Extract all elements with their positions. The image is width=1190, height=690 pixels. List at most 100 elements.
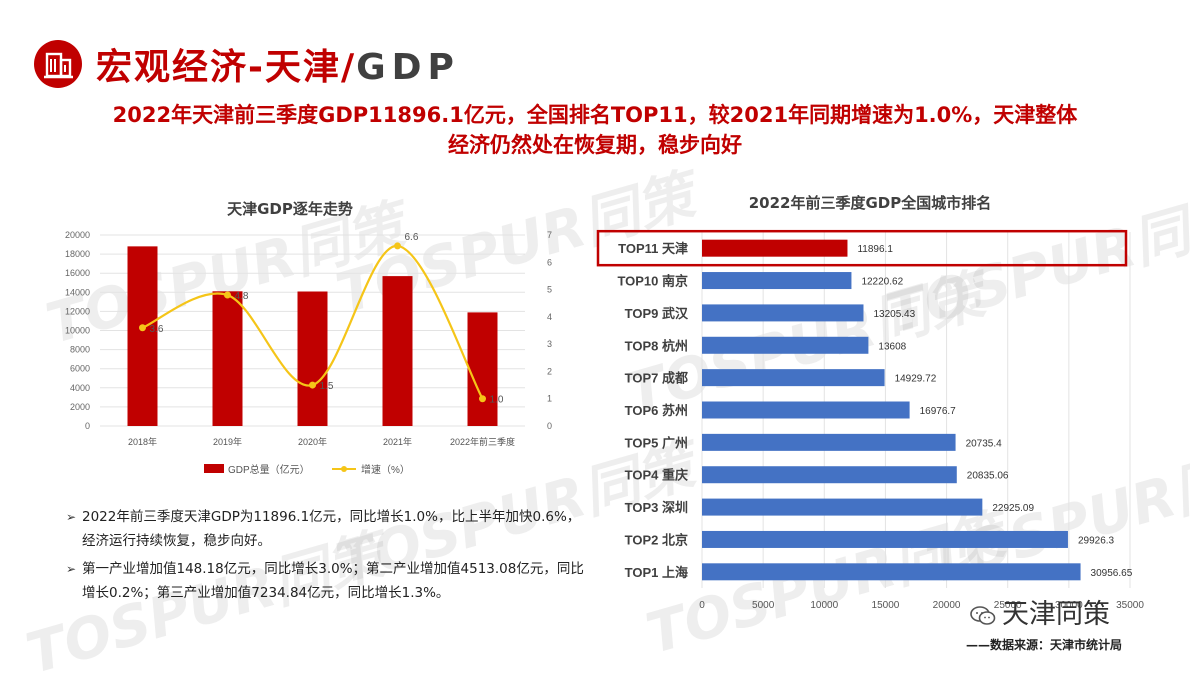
line-point: [309, 381, 316, 389]
bar: [467, 312, 498, 426]
legend-line-marker: [341, 466, 347, 472]
category-label: TOP8 杭州: [625, 338, 688, 353]
category-label: TOP3 深圳: [625, 500, 688, 515]
bar: [702, 369, 885, 387]
bar: [297, 291, 328, 426]
building-icon: [34, 40, 82, 88]
line-data-label: 4.8: [235, 291, 249, 302]
category-label: TOP2 北京: [625, 532, 688, 547]
growth-line: [142, 244, 484, 400]
bar: [702, 466, 957, 484]
value-label: 13205.43: [873, 309, 915, 320]
y-tick-label-left: 10000: [65, 326, 90, 336]
bar: [702, 530, 1068, 548]
x-tick-label: 2019年: [213, 436, 242, 447]
legend-bar-swatch: [204, 464, 224, 473]
category-label: TOP5 广州: [625, 435, 688, 450]
value-label: 20835.06: [967, 471, 1009, 482]
y-tick-label-right: 1: [547, 394, 552, 404]
bar: [702, 304, 864, 322]
bar: [702, 272, 852, 290]
x-tick-label: 20000: [933, 600, 961, 611]
legend-bar-label: GDP总量（亿元）: [228, 463, 310, 476]
bar: [702, 239, 848, 257]
y-tick-label-left: 8000: [70, 345, 90, 355]
bar: [702, 433, 956, 451]
line-point: [479, 395, 486, 403]
wechat-label: 天津同策: [1002, 599, 1110, 630]
page-title-en: GDP: [356, 47, 460, 88]
category-label: TOP11 天津: [618, 241, 688, 256]
page-title-cn: 宏观经济-天津: [96, 47, 341, 88]
gdp-trend-chart: 0 2000 4000 6000 8000 10000 12000 14000 16000 180…: [65, 230, 552, 476]
bullet-text: 2022年前三季度天津GDP为11896.1亿元，同比增长1.0%，比上半年加快…: [82, 509, 581, 549]
category-label: TOP1 上海: [625, 565, 688, 580]
category-label: TOP6 苏州: [625, 403, 688, 418]
y-tick-label-left: 4000: [70, 383, 90, 393]
bar: [702, 336, 869, 354]
highlight-frame: [596, 229, 1128, 267]
wechat-icon: [970, 605, 996, 625]
y-tick-label-right: 3: [547, 339, 552, 349]
y-tick-label-right: 7: [547, 230, 552, 240]
bullet-text: 第一产业增加值148.18亿元，同比增长3.0%；第二产业增加值4513.08亿…: [82, 561, 584, 601]
line-point: [394, 242, 401, 250]
category-label: TOP7 成都: [625, 371, 688, 386]
x-tick-label: 25000: [994, 600, 1022, 611]
y-tick-label-left: 18000: [65, 249, 90, 259]
line-data-label: 1.5: [320, 381, 334, 392]
y-tick-label-left: 0: [85, 421, 90, 431]
x-tick-label: 0: [699, 600, 705, 611]
wechat-account: 天津同策: [970, 592, 1110, 631]
y-tick-label-right: 5: [547, 285, 552, 295]
bar: [702, 563, 1081, 581]
value-label: 29926.3: [1078, 535, 1115, 546]
x-tick-label: 30000: [1055, 600, 1083, 611]
bullet-item: ➢ 第一产业增加值148.18亿元，同比增长3.0%；第二产业增加值4513.0…: [66, 557, 586, 605]
x-tick-label: 5000: [752, 600, 775, 611]
value-label: 16976.7: [920, 406, 957, 417]
value-label: 13608: [878, 341, 906, 352]
x-tick-label: 2018年: [128, 436, 157, 447]
value-label: 11896.1: [857, 244, 893, 255]
headline-line-1: 2022年天津前三季度GDP11896.1亿元，全国排名TOP11，较2021年…: [112, 103, 1078, 127]
line-point: [224, 291, 231, 299]
title-slash: /: [340, 47, 357, 88]
x-tick-label: 2020年: [298, 436, 327, 447]
summary-bullets: ➢ 2022年前三季度天津GDP为11896.1亿元，同比增长1.0%，比上半年…: [66, 505, 586, 609]
bullet-item: ➢ 2022年前三季度天津GDP为11896.1亿元，同比增长1.0%，比上半年…: [66, 505, 586, 553]
line-data-label: 3.6: [150, 324, 164, 335]
bar: [127, 246, 158, 426]
y-tick-label-right: 6: [547, 257, 552, 267]
category-label: TOP4 重庆: [625, 468, 688, 483]
arrow-bullet-icon: ➢: [66, 510, 77, 524]
right-chart-title: 2022年前三季度GDP全国城市排名: [748, 194, 992, 212]
y-tick-label-left: 20000: [65, 230, 90, 240]
line-point: [139, 324, 146, 332]
y-tick-label-left: 14000: [65, 287, 90, 297]
y-tick-label-right: 4: [547, 312, 552, 322]
category-label: TOP10 南京: [617, 274, 688, 289]
page-title: 宏观经济-天津/GDP: [96, 38, 460, 90]
left-chart-title: 天津GDP逐年走势: [227, 200, 353, 218]
arrow-bullet-icon: ➢: [66, 562, 77, 576]
value-label: 14929.72: [895, 374, 937, 385]
y-tick-label-right: 2: [547, 366, 552, 376]
x-tick-label: 35000: [1116, 600, 1144, 611]
headline-line-2: 经济仍然处在恢复期，稳步向好: [448, 133, 742, 157]
x-tick-label: 15000: [872, 600, 900, 611]
x-tick-label: 2021年: [383, 436, 412, 447]
city-ranking-chart: 0 5000 10000 15000 20000 25000 30000 35000 TOP11…: [596, 229, 1144, 611]
value-label: 22925.09: [992, 503, 1034, 514]
x-tick-label: 10000: [810, 600, 838, 611]
bar: [702, 401, 910, 419]
bar: [382, 276, 413, 426]
line-data-label: 6.6: [405, 232, 419, 243]
category-label: TOP9 武汉: [625, 306, 689, 321]
value-label: 30956.65: [1091, 568, 1133, 579]
line-data-label: 1.0: [490, 395, 504, 406]
legend-line-label: 增速（%）: [361, 463, 410, 476]
bar: [702, 498, 983, 516]
y-tick-label-left: 6000: [70, 364, 90, 374]
y-tick-label-left: 2000: [70, 402, 90, 412]
